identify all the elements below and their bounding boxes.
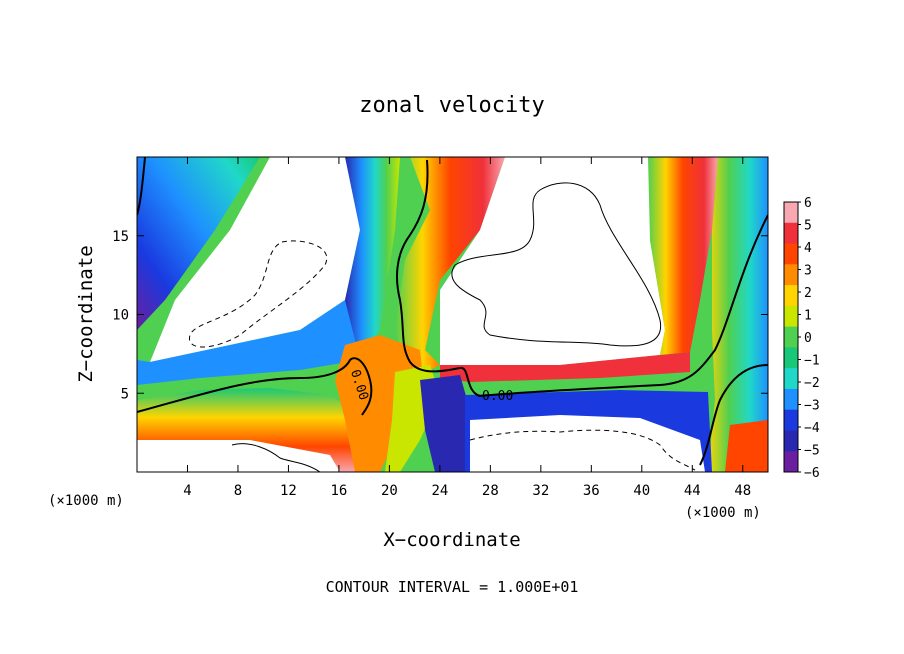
x-axis-label: X−coordinate: [383, 529, 520, 551]
field-void-center: [440, 157, 665, 370]
contour-thin-lower: [231, 443, 321, 472]
y-axis-label: Z−coordinate: [75, 245, 97, 382]
x-axis: 4 8 12 16 20 24 28 32 36 40 44 48: [183, 157, 751, 499]
field-band-upper-left: [137, 157, 260, 330]
field-corner-red: [725, 420, 768, 472]
field-band-red: [440, 352, 690, 382]
colorbar-label: −4: [804, 421, 820, 436]
y-tick-label: 15: [112, 229, 129, 245]
field-column-center: [345, 157, 400, 360]
colorbar-swatch: [784, 264, 798, 286]
contour-zero-3: [396, 159, 768, 398]
colorbar-label: 5: [804, 219, 812, 234]
colorbar-label: 2: [804, 286, 812, 301]
field-column-red: [395, 157, 505, 380]
colorbar-label: −5: [804, 444, 820, 459]
contour-zero-1: [137, 157, 146, 216]
x-tick-label: 4: [183, 483, 191, 499]
field-void-lower-left: [137, 440, 340, 472]
colorbar: 6 5 4 3 2 1 0 −1 −2 −3 −4 −5 −6: [783, 196, 820, 481]
colorbar-swatch: [784, 430, 798, 452]
contour-label-1: 0.00: [482, 389, 513, 404]
colorbar-swatch: [784, 326, 798, 348]
field-tongue-blue: [420, 375, 470, 472]
colorbar-label: −6: [804, 466, 820, 481]
x-tick-label: 20: [381, 483, 398, 499]
colorbar-swatch: [784, 451, 798, 473]
field-shear-blue: [137, 300, 380, 385]
chart-title: zonal velocity: [359, 93, 544, 118]
x-unit-right: (×1000 m): [685, 505, 761, 521]
field-void-lower-right: [470, 415, 705, 472]
colorbar-swatch: [784, 243, 798, 265]
x-tick-label: 12: [280, 483, 297, 499]
contour-zero-2: [137, 357, 373, 416]
y-tick-label: 5: [121, 386, 129, 402]
x-tick-label: 40: [633, 483, 650, 499]
colorbar-swatch: [784, 409, 798, 431]
x-tick-label: 32: [532, 483, 549, 499]
colorbar-swatch: [784, 305, 798, 328]
field-plume: [335, 335, 425, 472]
colorbar-swatch: [784, 222, 798, 245]
contour-negative-lower: [469, 429, 696, 471]
x-tick-label: 36: [583, 483, 600, 499]
contour-interval-footer: CONTOUR INTERVAL = 1.000E+01: [326, 578, 579, 596]
velocity-field: 0.00 0.00: [137, 157, 768, 472]
colorbar-label: 0: [804, 331, 812, 346]
contour-closed-positive: [451, 182, 662, 347]
colorbar-label: 1: [804, 309, 812, 324]
contour-zero-4: [699, 364, 768, 466]
x-tick-label: 28: [482, 483, 499, 499]
y-axis: 5 10 15: [112, 229, 768, 402]
field-void-upper-left: [150, 157, 360, 362]
colorbar-label: 4: [804, 241, 812, 256]
colorbar-swatch: [784, 347, 798, 369]
colorbar-swatch: [784, 388, 798, 411]
x-tick-label: 48: [734, 483, 751, 499]
colorbar-label: −3: [804, 399, 820, 414]
x-tick-label: 16: [330, 483, 347, 499]
colorbar-swatch: [784, 285, 798, 307]
y-tick-label: 10: [112, 308, 129, 324]
colorbar-label: 3: [804, 264, 812, 279]
field-column-right-red: [648, 157, 718, 355]
x-tick-label: 24: [431, 483, 448, 499]
x-tick-label: 44: [684, 483, 701, 499]
colorbar-label: −2: [804, 376, 820, 391]
colorbar-label: −1: [804, 354, 820, 369]
x-tick-label: 8: [234, 483, 242, 499]
colorbar-swatch: [784, 202, 798, 224]
colorbar-swatch: [784, 368, 798, 390]
x-unit-left: (×1000 m): [48, 493, 124, 509]
contour-closed-negative: [189, 240, 328, 348]
colorbar-label: 6: [804, 196, 812, 211]
